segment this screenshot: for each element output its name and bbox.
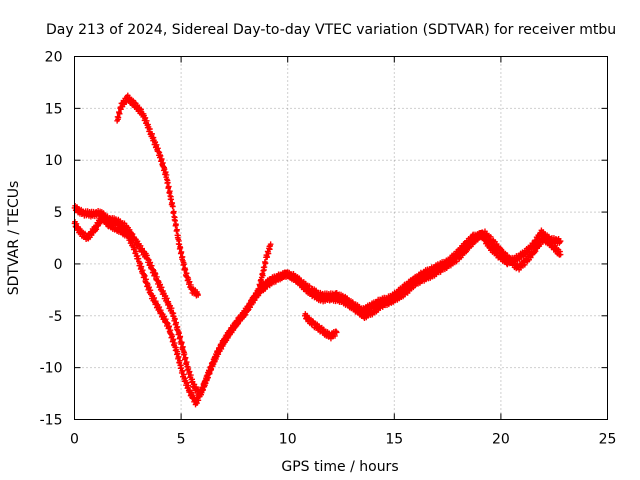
data-point [262, 260, 269, 266]
axis-ticks [74, 56, 608, 420]
x-tick-label: 25 [599, 432, 617, 448]
data-point [257, 283, 263, 290]
data-point [194, 400, 200, 407]
data-point [182, 354, 189, 361]
data-point [557, 238, 564, 244]
data-point [201, 383, 208, 390]
x-tick-label: 5 [177, 432, 186, 448]
y-tick-label: -10 [40, 361, 63, 377]
y-tick-label: 20 [45, 50, 63, 66]
data-point [174, 350, 181, 357]
data-point [142, 115, 149, 121]
data-point [179, 368, 186, 374]
x-tick-label: 0 [70, 432, 79, 448]
data-point [195, 292, 201, 298]
data-point [333, 329, 340, 336]
y-tick-label: 10 [45, 153, 63, 169]
data-point [116, 111, 123, 117]
data-point [239, 315, 245, 322]
data-point [179, 339, 185, 346]
data-point [211, 359, 218, 365]
x-tick-labels: 0 5 10 15 20 25 [70, 432, 616, 448]
data-point [142, 273, 148, 279]
data-point [138, 263, 145, 270]
data-point [178, 249, 185, 255]
data-point [177, 245, 184, 251]
data-point [161, 166, 168, 172]
data-point [146, 284, 152, 290]
data-point [182, 266, 189, 273]
data-point [171, 208, 177, 215]
data-point [256, 287, 262, 293]
y-axis-title: SDTVAR / TECUs [6, 181, 22, 296]
y-tick-labels: -15 -10 -5 0 5 10 15 20 [40, 50, 63, 429]
data-point [158, 156, 165, 162]
data-point [169, 333, 175, 340]
data-point [152, 271, 159, 277]
x-tick-label: 10 [279, 432, 297, 448]
chart-title: Day 213 of 2024, Sidereal Day-to-day VTE… [46, 22, 616, 38]
plot-frame [74, 56, 608, 420]
series-dip-11h [301, 311, 340, 342]
data-point [133, 248, 139, 255]
data-point [175, 354, 182, 360]
data-point [176, 330, 182, 337]
data-point [181, 261, 187, 268]
data-point [170, 203, 176, 210]
grid-lines [74, 56, 608, 420]
data-point [131, 244, 138, 251]
data-point [173, 222, 179, 228]
data-point [115, 114, 122, 121]
y-tick-label: 15 [45, 101, 63, 117]
data-point [265, 250, 272, 257]
data-point [264, 254, 271, 260]
data-point [178, 365, 185, 371]
y-tick-label: -15 [40, 413, 63, 429]
data-point [172, 316, 178, 322]
data-point [147, 126, 153, 132]
data-point [168, 305, 175, 311]
y-tick-label: -5 [49, 309, 63, 325]
data-point [204, 374, 211, 381]
data-point [177, 333, 184, 340]
data-point [167, 188, 173, 195]
data-point [153, 142, 160, 148]
data-point [186, 368, 193, 375]
data-point [557, 251, 564, 258]
data-series [71, 92, 564, 408]
x-tick-label: 15 [385, 432, 403, 448]
data-point [485, 239, 492, 246]
x-tick-label: 20 [492, 432, 510, 448]
data-point [170, 336, 177, 343]
data-point [181, 351, 188, 357]
data-point [162, 169, 169, 175]
data-point [166, 183, 172, 190]
series-spike-9h [255, 241, 274, 296]
x-axis-title: GPS time / hours [281, 459, 398, 475]
data-point [174, 226, 180, 233]
data-point [147, 259, 154, 266]
data-point [261, 264, 268, 270]
data-point [267, 241, 274, 248]
data-point [157, 153, 164, 159]
data-point [185, 382, 192, 389]
data-point [166, 323, 172, 330]
series-early-high [114, 92, 201, 299]
data-point [206, 370, 213, 376]
data-point [161, 313, 168, 320]
data-point [186, 278, 193, 285]
y-tick-label: 5 [54, 205, 63, 221]
data-point [260, 272, 266, 279]
data-point [157, 281, 164, 288]
data-point [138, 106, 144, 113]
y-tick-label: 0 [54, 257, 63, 273]
data-point [173, 319, 180, 326]
